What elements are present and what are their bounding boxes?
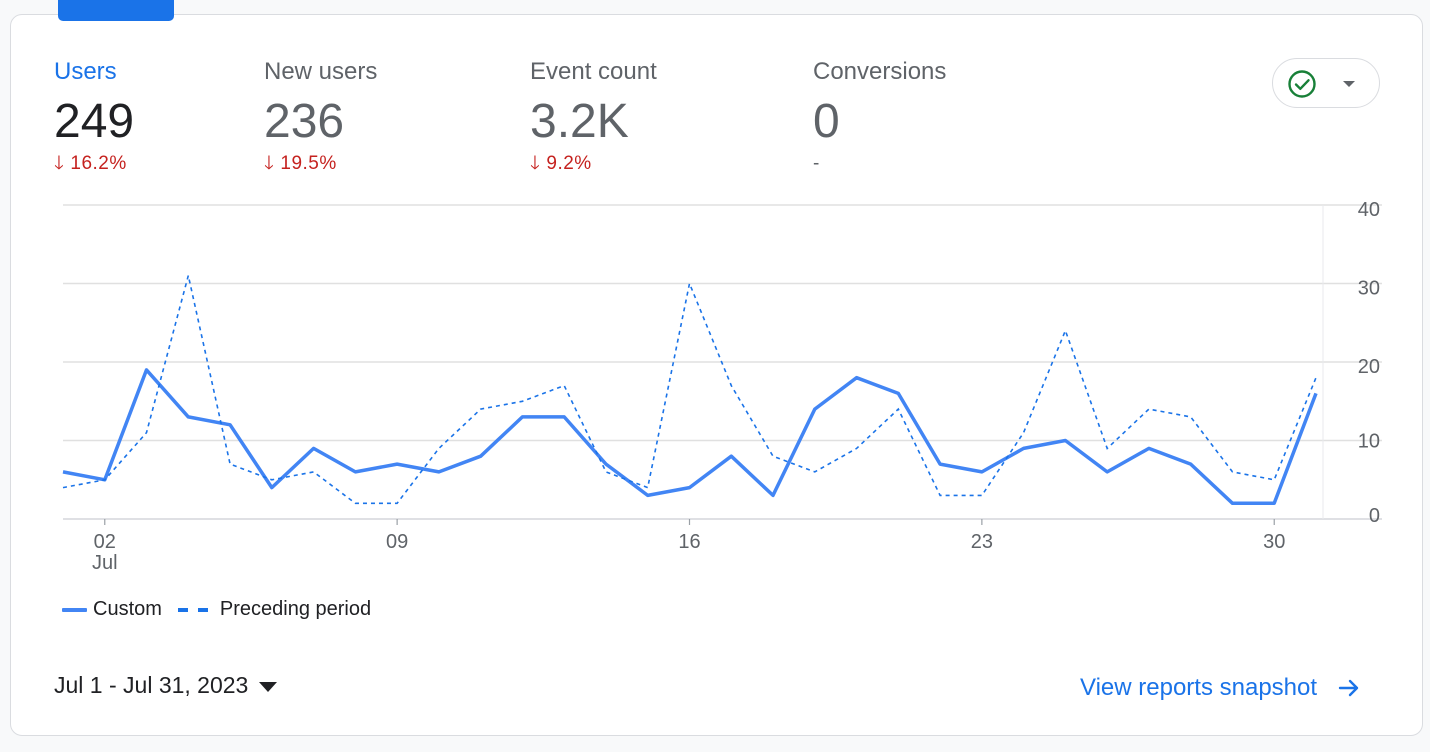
metric-value: 249 [54,95,135,148]
solid-line-swatch [62,607,87,612]
metric-tab-new-users[interactable]: New users 236 🡓 19.5% [264,56,377,176]
metric-label: Conversions [813,58,947,85]
x-tick-label: 30 [1263,531,1285,553]
y-tick-label: 0 [1369,505,1380,527]
date-range-picker[interactable]: Jul 1 - Jul 31, 2023 [54,672,278,699]
x-tick-label: 16 [678,531,700,553]
metric-label: Event count [530,58,657,85]
metric-change: - [813,153,820,174]
metric-label: Users [54,58,117,85]
view-reports-snapshot-link[interactable]: View reports snapshot [1080,674,1361,702]
x-tick-sublabel: Jul [92,552,118,574]
date-range-label: Jul 1 - Jul 31, 2023 [54,672,249,698]
series-line-custom [62,368,1318,506]
x-tick-label: 09 [386,531,408,553]
chart-legend: Custom Preceding period [62,598,385,621]
metric-tab-users[interactable]: Users 249 🡓 16.2% [54,56,134,176]
check-circle-icon [1288,70,1316,98]
arrow-down-icon: 🡓 [264,153,275,174]
arrow-down-icon: 🡓 [530,153,541,174]
y-tick-label: 20 [1358,356,1380,378]
metric-label: New users [264,58,378,85]
legend-item-custom[interactable]: Custom [62,598,162,621]
series-line-preceding-period [62,275,1317,505]
metrics-card [10,14,1423,736]
caret-down-icon [1343,81,1355,87]
chart-y-axis: 0 10 20 30 40 [1358,199,1380,527]
view-link-label: View reports snapshot [1080,674,1318,701]
legend-label: Custom [93,598,162,620]
x-tick-label: 23 [971,531,993,553]
y-tick-label: 30 [1358,278,1380,300]
metric-change: 🡓 19.5% [264,153,337,174]
x-tick-label: 02 [94,531,116,553]
legend-item-preceding[interactable]: Preceding period [176,598,371,621]
metric-value: 3.2K [530,95,629,148]
metric-change: 🡓 9.2% [530,153,592,174]
y-tick-label: 40 [1358,199,1380,221]
y-tick-label: 10 [1358,431,1380,453]
metric-tab-conversions[interactable]: Conversions 0 - [813,56,946,176]
dashed-line-swatch [177,607,208,612]
active-metric-indicator [58,0,174,21]
legend-label: Preceding period [219,598,372,620]
arrow-down-icon: 🡓 [54,153,65,174]
metric-value: 0 [813,95,840,148]
metric-change: 🡓 16.2% [54,153,127,174]
metric-tab-event-count[interactable]: Event count 3.2K 🡓 9.2% [530,56,657,176]
compare-toggle-button[interactable] [1272,58,1380,108]
arrow-right-icon [1338,679,1359,697]
chart-series [62,275,1318,506]
metric-value: 236 [264,95,345,148]
caret-down-icon [259,681,278,692]
